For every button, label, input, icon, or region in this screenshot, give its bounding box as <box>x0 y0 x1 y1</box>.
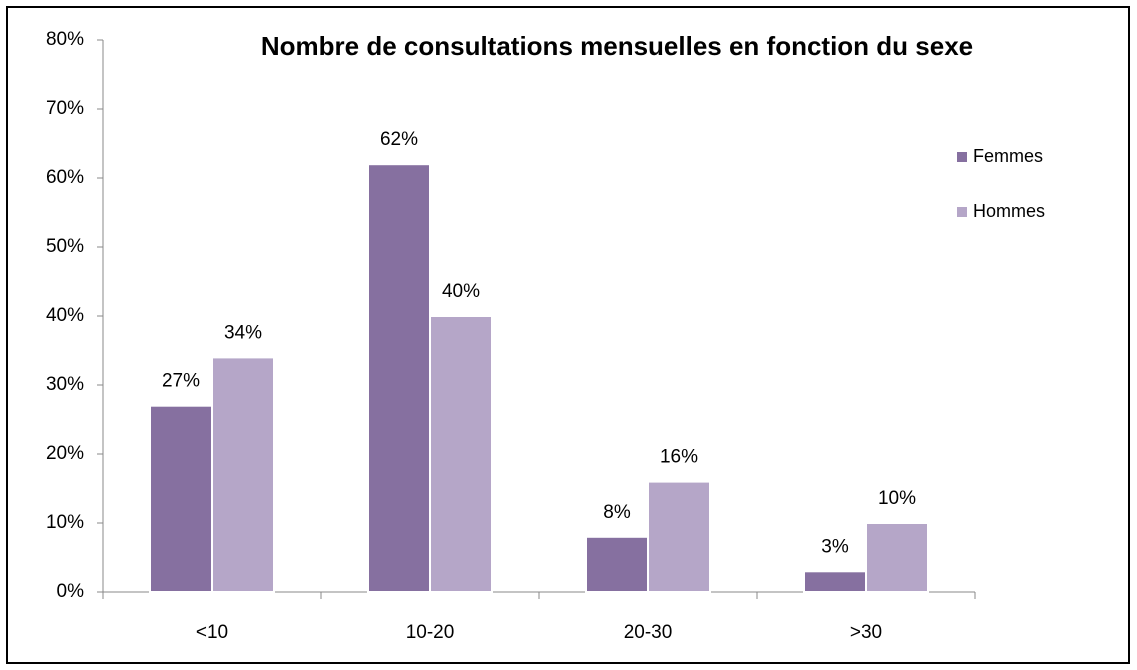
value-label: 16% <box>660 447 698 468</box>
y-tick-label: 40% <box>46 305 84 326</box>
x-tick-label: 20-30 <box>624 622 673 643</box>
bar <box>647 480 711 594</box>
y-tick-label: 10% <box>46 512 84 533</box>
legend-label: Hommes <box>973 201 1045 221</box>
bar <box>429 315 493 593</box>
value-label: 3% <box>821 536 849 557</box>
y-tick-label: 60% <box>46 167 84 188</box>
value-label: 8% <box>603 502 631 523</box>
y-tick-label: 70% <box>46 98 84 119</box>
value-label: 34% <box>224 322 262 343</box>
bar <box>585 535 649 593</box>
x-tick-label: 10-20 <box>406 622 455 643</box>
bar <box>367 163 431 593</box>
legend-swatch <box>957 207 967 217</box>
y-tick-label: 50% <box>46 236 84 257</box>
y-tick-label: 20% <box>46 443 84 464</box>
legend-label: Femmes <box>973 146 1043 166</box>
value-label: 62% <box>380 129 418 150</box>
y-tick-label: 0% <box>57 581 85 602</box>
bar <box>149 404 213 594</box>
bar <box>803 570 867 593</box>
x-tick-label: >30 <box>850 622 882 643</box>
bar <box>865 522 929 593</box>
legend-swatch <box>957 152 967 162</box>
value-label: 27% <box>162 371 200 392</box>
x-tick-label: <10 <box>196 622 228 643</box>
value-label: 10% <box>878 488 916 509</box>
bar <box>211 356 275 593</box>
chart-title: Nombre de consultations mensuelles en fo… <box>261 31 973 61</box>
y-tick-label: 80% <box>46 29 84 50</box>
y-tick-label: 30% <box>46 374 84 395</box>
value-label: 40% <box>442 281 480 302</box>
